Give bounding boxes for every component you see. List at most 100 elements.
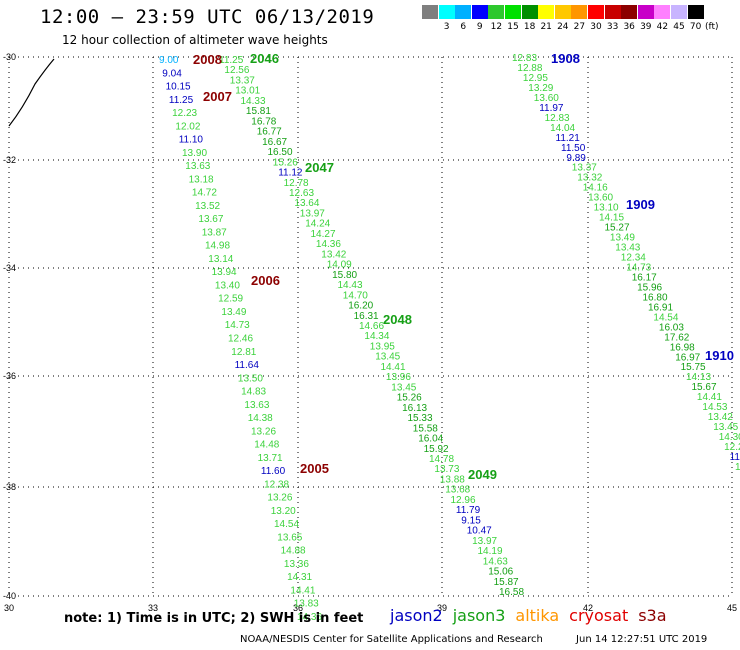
track-b-value: 16.50	[268, 147, 293, 158]
track-c-value: 14.04	[550, 123, 575, 134]
track-c-value: 12.2	[724, 442, 740, 453]
track-a-value: 10.15	[166, 82, 191, 93]
satellite-cryosat: cryosat	[569, 606, 629, 625]
track-b-value: 16.20	[348, 301, 373, 312]
track-c-value: 11.	[730, 452, 740, 463]
track-a-value: 13.14	[208, 254, 233, 265]
track-b-value: 14.36	[316, 239, 341, 250]
track-b-value: 15.87	[494, 577, 519, 588]
scale-tick-label: 30	[590, 22, 602, 32]
track-b-value: 15.80	[332, 270, 357, 281]
track-a-value: 13.49	[221, 307, 246, 318]
track-b-value: 11.12	[278, 168, 303, 179]
scale-swatch	[538, 5, 555, 19]
track-b-value: 13.95	[370, 342, 395, 353]
scale-swatch	[455, 5, 472, 19]
track-a-value: 13.18	[189, 174, 214, 185]
scale-tick-label: 18	[523, 22, 536, 32]
track-c-value: 12.83	[545, 113, 570, 124]
track-a-value: 14.54	[274, 519, 299, 530]
scale-swatch	[422, 5, 438, 19]
longitude-label: 39	[437, 603, 447, 613]
footer-note: note: 1) Time is in UTC; 2) SWH is in fe…	[64, 611, 364, 626]
cycle-label: 2005	[300, 461, 329, 476]
satellite-jason2: jason2	[390, 606, 443, 625]
latitude-label: -30	[3, 52, 16, 62]
track-c-value: 11.21	[556, 133, 581, 144]
scale-swatch	[554, 5, 571, 19]
scale-swatch	[438, 5, 455, 19]
coastline	[8, 58, 55, 127]
track-c-value: 14.73	[626, 263, 651, 274]
cycle-label: 1908	[551, 51, 580, 66]
track-c-value: 16.97	[675, 352, 700, 363]
track-b-value: 15.26	[273, 157, 298, 168]
track-c-value: 12.34	[621, 253, 646, 264]
scale-tick-label: 3	[443, 22, 450, 32]
latitude-label: -36	[3, 371, 16, 381]
track-b-value: 13.73	[434, 464, 459, 475]
track-c-value: 13.10	[594, 203, 619, 214]
track-b-value: 13.96	[386, 372, 411, 383]
cycle-label: 1910	[705, 348, 734, 363]
map-grid: -30 -32 -34 -36 -38 -40 30 33 36 39 42 45	[3, 52, 737, 613]
track-a-value: 11.25	[169, 95, 194, 106]
track-c-value: 13.29	[528, 83, 553, 94]
track-values: 9.00 9.04 10.15 11.25 12.23 12.02 11.10 13.90 13…	[159, 53, 740, 623]
track-c-value: 14.15	[599, 213, 624, 224]
scale-swatch	[654, 5, 671, 19]
track-b-value: 16.78	[251, 116, 276, 127]
scale-swatch	[671, 5, 687, 19]
track-c-value: 15.67	[692, 382, 717, 393]
track-c-value: 13.45	[713, 422, 738, 433]
cycle-label: 2007	[203, 89, 232, 104]
scale-swatch	[687, 5, 704, 19]
track-a-value: 13.87	[202, 227, 227, 238]
track-a-value: 14.38	[248, 413, 273, 424]
track-b-value: 14.33	[241, 96, 266, 107]
track-a-value: 12.46	[228, 334, 253, 345]
cycle-label: 2049	[468, 467, 497, 482]
track-c-value: 13.43	[615, 243, 640, 254]
track-a-value: 9.00	[159, 55, 179, 66]
track-b-value: 13.45	[391, 382, 416, 393]
track-b-value: 14.09	[327, 260, 352, 271]
satellite-altika: altika	[515, 606, 560, 625]
track-b-value: 14.66	[359, 321, 384, 332]
longitude-label: 42	[583, 603, 593, 613]
satellite-s3a: s3a	[638, 606, 667, 625]
track-c-value: 13.49	[610, 233, 635, 244]
track-c-value: 11.97	[539, 103, 564, 114]
track-b-value: 14.19	[478, 546, 503, 557]
track-b-value: 12.56	[224, 65, 249, 76]
track-b-value: 11.25	[219, 55, 244, 66]
track-c-value: 14.53	[702, 402, 727, 413]
latitude-label: -38	[3, 482, 16, 492]
track-c-value: 16.91	[648, 302, 673, 313]
generated-timestamp: Jun 14 12:27:51 UTC 2019	[576, 634, 708, 645]
track-b-value: 15.92	[424, 444, 449, 455]
scale-tick-label: 70	[689, 22, 702, 32]
track-a-value: 13.52	[195, 201, 220, 212]
track-a-value: 13.26	[267, 493, 292, 504]
scale-tick-label: 6	[460, 22, 467, 32]
track-b-value: 13.45	[375, 352, 400, 363]
scale-swatch	[588, 5, 604, 19]
track-c-value: 11.50	[561, 143, 586, 154]
track-c-value: 15.27	[605, 223, 630, 234]
cycle-label: 2047	[305, 160, 334, 175]
track-c-value: 13.60	[534, 93, 559, 104]
track-a-value: 14.41	[290, 586, 315, 597]
track-a-value: 12.23	[172, 108, 197, 119]
track-b-value: 14.70	[343, 290, 368, 301]
scale-tick-label: 39	[640, 22, 652, 32]
latitude-label: -40	[3, 591, 16, 601]
longitude-label: 30	[4, 603, 14, 613]
cycle-label: 2006	[251, 273, 280, 288]
track-b-value: 13.97	[472, 536, 497, 547]
track-b-value: 15.06	[488, 567, 513, 578]
longitude-label: 33	[148, 603, 158, 613]
track-a-value: 13.63	[244, 400, 269, 411]
longitude-label: 45	[727, 603, 737, 613]
